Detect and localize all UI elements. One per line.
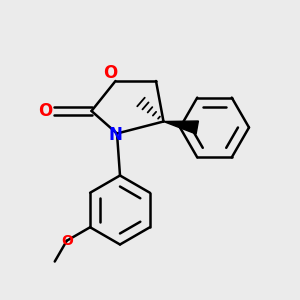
Text: O: O xyxy=(103,64,117,82)
Text: O: O xyxy=(38,102,53,120)
Text: O: O xyxy=(61,234,73,248)
Text: N: N xyxy=(109,126,122,144)
Polygon shape xyxy=(164,121,198,134)
